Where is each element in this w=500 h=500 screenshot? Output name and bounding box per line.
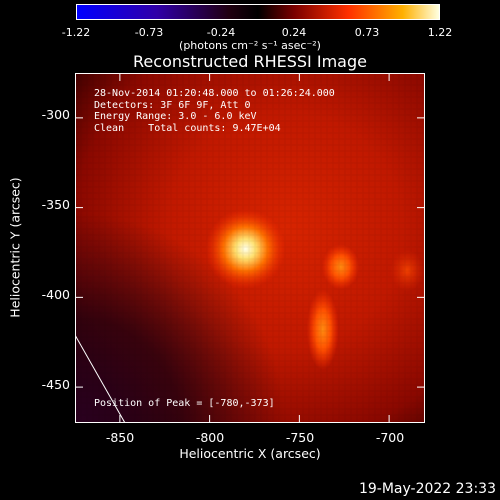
x-axis-label: Heliocentric X (arcsec) bbox=[179, 446, 321, 461]
info-detectors: Detectors: 3F 6F 9F, Att 0 bbox=[94, 99, 251, 111]
colorbar-units: (photons cm⁻² s⁻¹ asec⁻²) bbox=[179, 39, 321, 52]
x-tick-label: -800 bbox=[195, 430, 225, 445]
info-energy: Energy Range: 3.0 - 6.0 keV bbox=[94, 111, 257, 122]
y-axis-label: Heliocentric Y (arcsec) bbox=[7, 177, 23, 318]
observation-info: 28-Nov-2014 01:20:48.000 to 01:26:24.000… bbox=[94, 88, 335, 134]
image-plot bbox=[75, 73, 425, 423]
peak-position: Position of Peak = [-780,-373] bbox=[94, 398, 275, 409]
colorbar-tick: 0.73 bbox=[354, 26, 380, 39]
y-tick-label: -400 bbox=[41, 287, 70, 302]
colorbar-tick: -0.73 bbox=[134, 26, 164, 39]
info-time: 28-Nov-2014 01:20:48.000 to 01:26:24.000 bbox=[94, 88, 335, 99]
x-tick-label: -750 bbox=[285, 430, 315, 445]
colorbar-tick: 0.24 bbox=[281, 26, 307, 39]
x-tick-label: -700 bbox=[375, 430, 405, 445]
colorbar bbox=[76, 4, 440, 20]
timestamp: 19-May-2022 23:33 bbox=[358, 481, 496, 497]
colorbar-tick: -1.22 bbox=[61, 26, 91, 39]
chart-title: Reconstructed RHESSI Image bbox=[133, 52, 367, 71]
x-tick-label: -850 bbox=[105, 430, 135, 445]
colorbar-tick: -0.24 bbox=[206, 26, 236, 39]
y-tick-label: -450 bbox=[41, 377, 70, 392]
y-tick-label: -350 bbox=[41, 197, 70, 212]
colorbar-tick: 1.22 bbox=[427, 26, 453, 39]
info-counts: Clean Total counts: 9.47E+04 bbox=[94, 122, 281, 134]
y-tick-label: -300 bbox=[41, 107, 70, 122]
